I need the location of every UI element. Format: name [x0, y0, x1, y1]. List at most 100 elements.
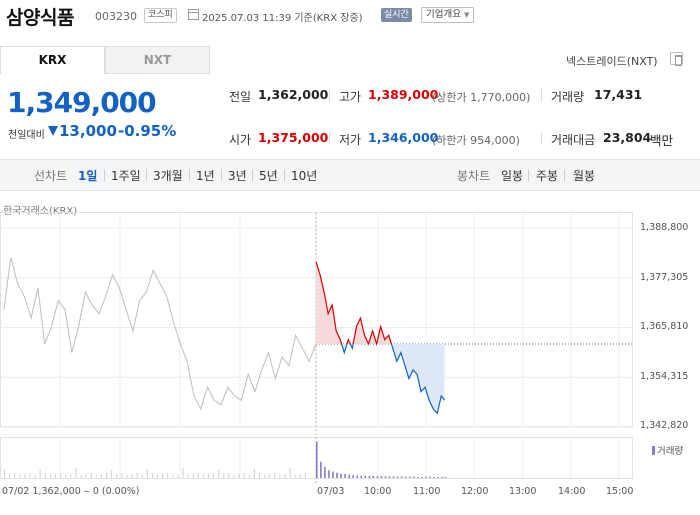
market-badge: 코스피: [144, 8, 177, 23]
amount-unit: 백만: [650, 133, 674, 148]
divider: [329, 132, 330, 145]
candle-daily[interactable]: 일봉: [501, 169, 524, 183]
prev-volume-bar: [187, 475, 189, 478]
divider: [541, 89, 542, 102]
prev-volume-bar: [19, 475, 21, 478]
prev-volume-bar: [116, 474, 118, 478]
window-icon[interactable]: [670, 52, 683, 66]
candle-weekly[interactable]: 주봉: [536, 169, 559, 183]
calendar-icon: [188, 9, 199, 20]
period-3m[interactable]: 3개월: [153, 169, 183, 183]
prev-volume-bar: [284, 474, 286, 478]
x-tick-label: 14:00: [558, 486, 586, 497]
period-3y[interactable]: 3년: [228, 169, 247, 183]
volume-legend: 거래량: [652, 443, 683, 457]
prev-volume-bar: [24, 474, 26, 478]
amount-value: 23,804: [603, 130, 652, 145]
prev-volume-bar: [4, 470, 5, 478]
nxt-trade-link[interactable]: 넥스트레이드(NXT): [566, 55, 658, 68]
prev-volume-bar: [218, 470, 220, 478]
volume-bar: [388, 476, 391, 478]
candle-monthly[interactable]: 월봉: [573, 169, 596, 183]
divider: [528, 169, 529, 181]
prev-volume-bar: [9, 474, 11, 478]
realtime-badge: 실시간: [381, 8, 412, 22]
change-percent: -0.95%: [118, 122, 177, 140]
prev-volume-bar: [259, 473, 260, 478]
prev-volume-bar: [279, 475, 281, 478]
y-tick-label: 1,388,800: [640, 222, 689, 233]
prev-volume-bar: [14, 473, 16, 478]
divider: [541, 132, 542, 145]
divider: [284, 169, 285, 181]
prev-volume-bar: [151, 473, 153, 478]
prev-volume-bar: [34, 475, 36, 478]
exchange-caption: 한국거래소(KRX): [3, 206, 78, 217]
period-1y[interactable]: 1년: [196, 169, 215, 183]
volume-bar: [332, 471, 334, 478]
amount-label: 거래대금: [551, 133, 596, 147]
volume-bar: [429, 476, 431, 478]
prev-volume-bar: [233, 475, 235, 478]
prev-day-line: [3, 257, 317, 411]
prev-volume-bar: [248, 475, 250, 478]
volume-bar: [441, 476, 443, 478]
x-tick-label: 12:00: [461, 486, 489, 497]
x-tick-label: 13:00: [509, 486, 537, 497]
prev-volume-bar: [269, 474, 271, 478]
prev-volume-bar: [55, 474, 56, 478]
stock-name[interactable]: 삼양식품: [6, 7, 74, 29]
period-10y[interactable]: 10년: [291, 169, 318, 183]
volume-bar: [392, 476, 395, 478]
volume-bar: [368, 475, 371, 478]
company-overview-button[interactable]: 기업개요 ▼: [421, 7, 475, 23]
period-toolbar: [0, 159, 700, 191]
period-5y[interactable]: 5년: [259, 169, 278, 183]
prev-volume-bar: [75, 468, 77, 478]
volume-bar: [356, 475, 359, 478]
prev-volume-bar: [253, 469, 255, 478]
y-tick-label: 1,342,820: [640, 420, 689, 431]
candle-chart-label[interactable]: 봉차트: [457, 169, 491, 183]
lower-limit: (하한가 954,000): [432, 134, 520, 147]
volume-bar: [320, 461, 322, 478]
x-tick-label: 07/03: [317, 486, 345, 497]
tab-krx[interactable]: KRX: [0, 46, 105, 74]
volume-bars: [4, 442, 447, 478]
volume-bar: [340, 473, 342, 478]
line-chart-label[interactable]: 선차트: [34, 169, 68, 183]
intraday-line-up: [315, 261, 393, 344]
volume-bar: [352, 475, 354, 478]
prev-volume-bar: [60, 473, 62, 478]
divider: [104, 169, 105, 181]
prev-volume-bar: [85, 474, 87, 478]
prev-volume-bar: [39, 469, 41, 478]
datetime-label: 2025.07.03 11:39 기준(KRX 장중): [202, 13, 363, 24]
upper-limit: (상한가 1,770,000): [432, 91, 531, 104]
volume-bar: [396, 476, 399, 478]
volume-bar: [425, 476, 427, 478]
volume-bar: [408, 476, 411, 478]
prev-day-info: 07/02 1,362,000 ‒ 0 (0.00%): [2, 486, 140, 497]
period-1d[interactable]: 1일: [78, 169, 98, 183]
volume-label: 거래량: [551, 90, 585, 104]
volume-legend-label: 거래량: [657, 446, 684, 457]
divider: [252, 169, 253, 181]
prev-volume-bar: [111, 470, 113, 478]
intraday-area-down: [316, 343, 445, 414]
prev-volume-bar: [95, 475, 97, 478]
change-label: 전일대비: [8, 130, 45, 141]
prev-volume-bar: [100, 474, 102, 478]
company-overview-label: 기업개요: [426, 9, 461, 20]
prev-volume-bar: [208, 474, 209, 478]
y-tick-label: 1,377,305: [640, 272, 689, 283]
volume-bar: [360, 475, 363, 478]
tab-nxt[interactable]: NXT: [105, 46, 210, 74]
prev-volume-bar: [228, 473, 230, 478]
prev-volume-bar: [121, 473, 123, 478]
down-triangle-icon: [48, 126, 58, 136]
prev-volume-bar: [294, 475, 296, 478]
period-1w[interactable]: 1주일: [111, 169, 141, 183]
